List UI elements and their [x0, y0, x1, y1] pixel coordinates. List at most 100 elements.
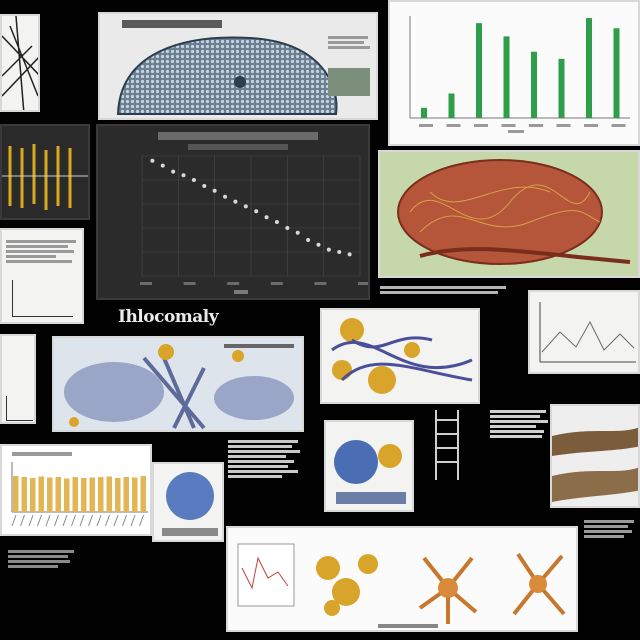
yellow-bars-figure [2, 144, 88, 210]
tick-label [140, 282, 152, 285]
anatomy-figure [331, 318, 473, 394]
tick-label [20, 514, 25, 527]
data-point [295, 230, 300, 235]
horn-specimen-panel[interactable] [550, 404, 640, 508]
data-point [254, 209, 259, 214]
chart-title [12, 452, 72, 456]
mesh-panel-title [122, 20, 222, 28]
bar [89, 477, 95, 512]
axis-label [508, 130, 524, 133]
sphere-figure [162, 472, 218, 536]
specimen-panel[interactable] [324, 420, 414, 512]
bar [115, 478, 121, 512]
bar [47, 477, 53, 512]
data-point [160, 163, 165, 168]
bar [30, 478, 36, 512]
tick-label [529, 124, 543, 127]
bar [55, 477, 61, 512]
left-doc-plot [12, 280, 73, 317]
tick-label [113, 514, 119, 527]
tick-label [105, 514, 110, 527]
tick-label [584, 124, 598, 127]
right-text-block [380, 284, 510, 296]
axis-label [234, 290, 248, 294]
anatomy-panel[interactable] [320, 308, 480, 404]
left-doc-panel[interactable] [0, 228, 84, 324]
green-bar-chart [409, 16, 630, 133]
tick-label [139, 514, 144, 527]
small-line-chart-panel[interactable] [528, 290, 640, 374]
bar [98, 477, 104, 512]
bar [613, 28, 620, 119]
green-bar-chart-panel[interactable] [388, 0, 640, 146]
bar [421, 107, 427, 118]
tick-label [611, 124, 626, 127]
data-point [274, 220, 279, 224]
yellow-bar-chart-panel[interactable] [0, 444, 152, 536]
tissue-figure [397, 159, 631, 265]
mesh-dome-figure [116, 36, 338, 115]
yellow-bar-chart [11, 452, 148, 527]
data-point [285, 226, 290, 230]
tick-label [556, 124, 571, 127]
data-point [264, 215, 269, 220]
tick-label [130, 514, 136, 527]
bar [531, 51, 537, 119]
skeletal-diagram [64, 344, 294, 430]
tick-label [314, 282, 327, 285]
bar [448, 93, 455, 118]
bar [72, 477, 78, 512]
bar [13, 476, 19, 512]
data-point [347, 252, 352, 257]
data-point [212, 188, 217, 193]
data-point [337, 250, 342, 254]
tick-label [96, 514, 102, 527]
tick-label [79, 514, 85, 527]
data-point [306, 238, 311, 242]
scatter-chart-panel[interactable] [96, 124, 370, 300]
tick-label [270, 282, 283, 285]
bar [140, 476, 146, 512]
data-point [233, 199, 238, 204]
data-point [326, 247, 331, 252]
center-caption: Ihlocomaly [118, 307, 219, 327]
middle-text-block [228, 438, 308, 480]
data-point [181, 173, 186, 178]
yellow-bars-panel[interactable] [0, 124, 90, 220]
bottom-left-text [8, 548, 78, 570]
data-point [316, 242, 321, 247]
right-text-block-2 [490, 408, 550, 440]
tick-label [183, 282, 196, 285]
tick-label [28, 514, 34, 527]
bar [132, 477, 138, 512]
bar [38, 476, 44, 512]
data-point [202, 184, 207, 188]
bar [558, 58, 565, 118]
tick-label [88, 514, 93, 527]
horn-figure [552, 427, 638, 502]
tick-label [419, 124, 433, 127]
skeletal-diagram-panel[interactable] [52, 336, 304, 432]
left-doc-panel-2[interactable] [0, 334, 36, 424]
tick-label [446, 124, 461, 127]
tick-label [11, 514, 17, 527]
sphere-panel[interactable] [152, 462, 224, 542]
data-point [171, 169, 176, 174]
left-doc-text [6, 238, 80, 265]
bar [476, 23, 482, 118]
scatter-subtitle [188, 144, 288, 150]
bar [586, 18, 592, 118]
tick-label [71, 514, 76, 527]
mesh-model-panel[interactable] [98, 12, 378, 120]
bar [503, 36, 510, 118]
tissue-panel[interactable] [378, 150, 640, 278]
tick-label [45, 514, 51, 527]
bottom-right-text [584, 518, 638, 540]
data-point [223, 194, 228, 199]
scatter-title [158, 132, 318, 140]
mesh-thumbnail [328, 68, 370, 96]
bar [64, 478, 70, 512]
tick-label [37, 514, 42, 527]
bottom-specimen-panel[interactable] [226, 526, 578, 632]
wire-diagram-panel[interactable] [0, 14, 40, 112]
